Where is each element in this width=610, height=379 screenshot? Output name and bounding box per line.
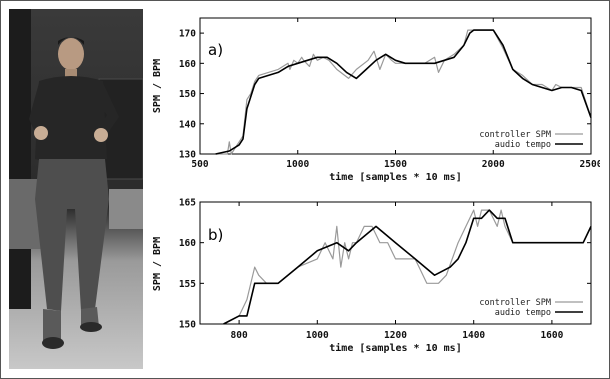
photo-jeans xyxy=(35,159,109,311)
photo-left-arm xyxy=(29,83,49,137)
photo-right-arm xyxy=(95,83,119,137)
x-tick-label: 1200 xyxy=(384,330,407,341)
legend-label: controller SPM xyxy=(479,130,551,140)
series-line-audio-tempo xyxy=(223,209,592,325)
y-tick-label: 140 xyxy=(179,119,196,130)
y-tick-label: 130 xyxy=(179,150,196,161)
photo-illustration xyxy=(9,9,143,369)
photo-shirt xyxy=(35,76,107,164)
x-tick-label: 1000 xyxy=(286,159,309,170)
y-tick-label: 155 xyxy=(179,279,196,290)
x-tick-label: 500 xyxy=(191,159,208,170)
series-line-audio-tempo xyxy=(215,29,592,155)
y-axis-label: SPM / BPM xyxy=(152,59,163,113)
panel-label: a) xyxy=(208,41,223,59)
chart-a: 500 1000 1500 2000 2500 130 140 150 160 170 time [… xyxy=(152,17,600,183)
plot-area xyxy=(199,201,592,325)
photo-right-fist xyxy=(94,128,108,142)
x-tick-label: 1500 xyxy=(384,159,407,170)
x-tick-label: 1600 xyxy=(540,330,563,341)
x-tick-label: 800 xyxy=(231,330,248,341)
person-jogging-photo xyxy=(9,9,143,369)
photo-head xyxy=(58,38,84,70)
photo-right-shoe xyxy=(80,322,102,332)
legend-label: audio tempo xyxy=(495,140,551,150)
photo-left-fist xyxy=(34,126,48,140)
x-axis-label: time [samples * 10 ms] xyxy=(329,171,461,183)
x-tick-label: 2500 xyxy=(580,159,600,170)
photo-left-wall xyxy=(9,9,31,309)
x-axis-label: time [samples * 10 ms] xyxy=(329,342,461,354)
y-tick-label: 160 xyxy=(179,59,196,70)
x-tick-label: 2000 xyxy=(482,159,505,170)
y-tick-label: 150 xyxy=(179,89,196,100)
x-tick-label: 1400 xyxy=(462,330,485,341)
series-line-controller-spm xyxy=(223,209,592,325)
panel-label: b) xyxy=(208,226,223,244)
y-tick-label: 160 xyxy=(179,238,196,249)
legend-label: controller SPM xyxy=(479,298,551,308)
y-tick-label: 170 xyxy=(179,29,196,40)
photo-cabinet xyxy=(109,189,143,229)
photo-left-leg-lower xyxy=(43,309,61,341)
x-tick-label: 1000 xyxy=(306,330,329,341)
photo-left-shoe xyxy=(42,337,64,349)
y-axis-label: SPM / BPM xyxy=(152,237,163,291)
y-tick-label: 165 xyxy=(179,198,196,209)
chart-b: 800 1000 1200 1400 1600 150 155 160 165 time [sam… xyxy=(152,198,592,354)
y-tick-label: 150 xyxy=(179,320,196,331)
photo-hair xyxy=(58,37,84,45)
photo-neck xyxy=(65,69,77,79)
legend-label: audio tempo xyxy=(495,308,551,318)
